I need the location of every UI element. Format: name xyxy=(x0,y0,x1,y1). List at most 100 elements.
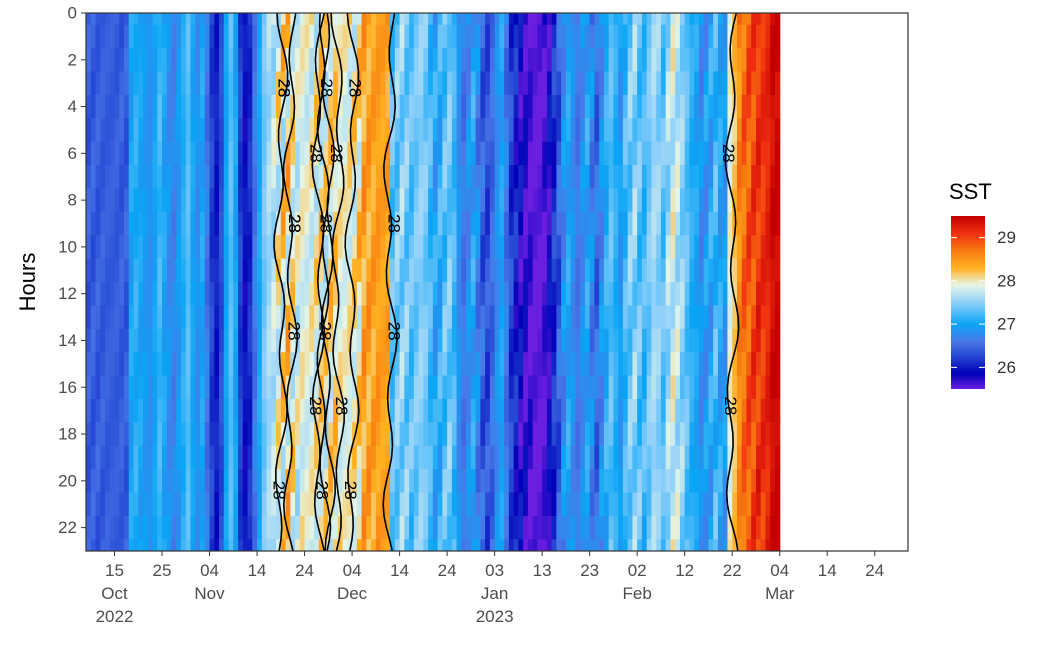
heatmap-cell xyxy=(195,492,201,517)
heatmap-cell xyxy=(147,328,154,353)
heatmap-cell xyxy=(741,13,748,26)
heatmap-cell xyxy=(608,24,615,49)
heatmap-cell xyxy=(713,445,719,470)
heatmap-cell xyxy=(133,282,139,306)
heatmap-cell xyxy=(185,398,192,423)
heatmap-cell xyxy=(423,398,429,423)
heatmap-cell xyxy=(665,94,672,119)
heatmap-cell xyxy=(342,24,348,49)
heatmap-cell xyxy=(271,141,277,166)
heatmap-cell xyxy=(589,94,595,119)
heatmap-cell xyxy=(366,469,372,494)
heatmap-cell xyxy=(646,258,653,283)
heatmap-cell xyxy=(736,352,743,377)
heatmap-cell xyxy=(755,71,762,96)
heatmap-cell xyxy=(760,118,767,143)
heatmap-cell xyxy=(337,188,344,213)
heatmap-cell xyxy=(580,94,586,119)
heatmap-cell xyxy=(703,141,710,166)
heatmap-cell xyxy=(698,141,705,166)
heatmap-cell xyxy=(361,13,367,26)
heatmap-cell xyxy=(456,422,462,447)
heatmap-cell xyxy=(105,492,111,517)
heatmap-cell xyxy=(589,422,595,447)
heatmap-cell xyxy=(670,24,676,49)
heatmap-cell xyxy=(608,141,615,166)
heatmap-cell xyxy=(413,469,420,494)
heatmap-cell xyxy=(290,515,296,540)
heatmap-cell xyxy=(542,48,548,73)
heatmap-cell xyxy=(765,515,771,540)
heatmap-cell xyxy=(613,165,619,190)
heatmap-cell xyxy=(109,258,116,283)
heatmap-cell xyxy=(751,352,757,377)
heatmap-cell xyxy=(86,305,92,330)
heatmap-cell xyxy=(480,445,486,470)
heatmap-cell xyxy=(423,328,429,353)
heatmap-cell xyxy=(708,211,714,236)
heatmap-cell xyxy=(157,188,163,213)
heatmap-cell xyxy=(632,422,638,447)
heatmap-cell xyxy=(679,235,686,260)
heatmap-cell xyxy=(432,211,439,236)
heatmap-cell xyxy=(399,515,405,540)
heatmap-cell xyxy=(665,492,672,517)
heatmap-cell xyxy=(641,258,648,283)
heatmap-cell xyxy=(594,165,600,190)
heatmap-cell xyxy=(285,94,291,119)
heatmap-cell xyxy=(299,352,306,377)
heatmap-cell xyxy=(105,515,111,540)
heatmap-cell xyxy=(632,328,638,353)
heatmap-cell xyxy=(437,515,443,540)
heatmap-cell xyxy=(138,328,144,353)
heatmap-cell xyxy=(314,188,320,213)
heatmap-cell xyxy=(556,94,562,119)
heatmap-cell xyxy=(257,282,263,306)
heatmap-cell xyxy=(494,13,500,26)
heatmap-cell xyxy=(299,375,306,400)
heatmap-cell xyxy=(152,515,158,540)
heatmap-cell xyxy=(356,24,363,49)
heatmap-cell xyxy=(128,94,135,119)
heatmap-cell xyxy=(128,422,135,447)
heatmap-cell xyxy=(361,515,367,540)
heatmap-cell xyxy=(290,141,296,166)
heatmap-cell xyxy=(257,352,263,377)
heatmap-cell xyxy=(366,71,372,96)
heatmap-cell xyxy=(233,305,239,330)
heatmap-cell xyxy=(209,469,215,494)
heatmap-cell xyxy=(418,539,424,551)
heatmap-cell xyxy=(480,188,486,213)
heatmap-cell xyxy=(703,445,710,470)
heatmap-cell xyxy=(622,492,629,517)
heatmap-cell xyxy=(380,71,386,96)
heatmap-cell xyxy=(461,94,467,119)
heatmap-cell xyxy=(542,328,548,353)
heatmap-cell xyxy=(461,211,467,236)
heatmap-cell xyxy=(375,24,382,49)
heatmap-cell xyxy=(100,211,106,236)
heatmap-cell xyxy=(556,492,562,517)
heatmap-cell xyxy=(428,398,434,423)
heatmap-cell xyxy=(603,492,610,517)
heatmap-cell xyxy=(575,94,581,119)
heatmap-cell xyxy=(195,258,201,283)
heatmap-cell xyxy=(556,398,562,423)
heatmap-cell xyxy=(722,24,729,49)
heatmap-cell xyxy=(532,282,538,306)
heatmap-cell xyxy=(128,515,135,540)
heatmap-cell xyxy=(304,352,310,377)
heatmap-cell xyxy=(100,165,106,190)
heatmap-cell xyxy=(252,469,258,494)
heatmap-cell xyxy=(95,515,101,540)
heatmap-cell xyxy=(171,211,177,236)
heatmap-cell xyxy=(214,515,220,540)
heatmap-cell xyxy=(670,141,676,166)
heatmap-cell xyxy=(727,211,733,236)
heatmap-cell xyxy=(651,282,657,306)
heatmap-cell xyxy=(627,141,634,166)
heatmap-cell xyxy=(698,305,705,330)
heatmap-cell xyxy=(542,469,548,494)
heatmap-cell xyxy=(152,94,158,119)
heatmap-cell xyxy=(413,211,420,236)
